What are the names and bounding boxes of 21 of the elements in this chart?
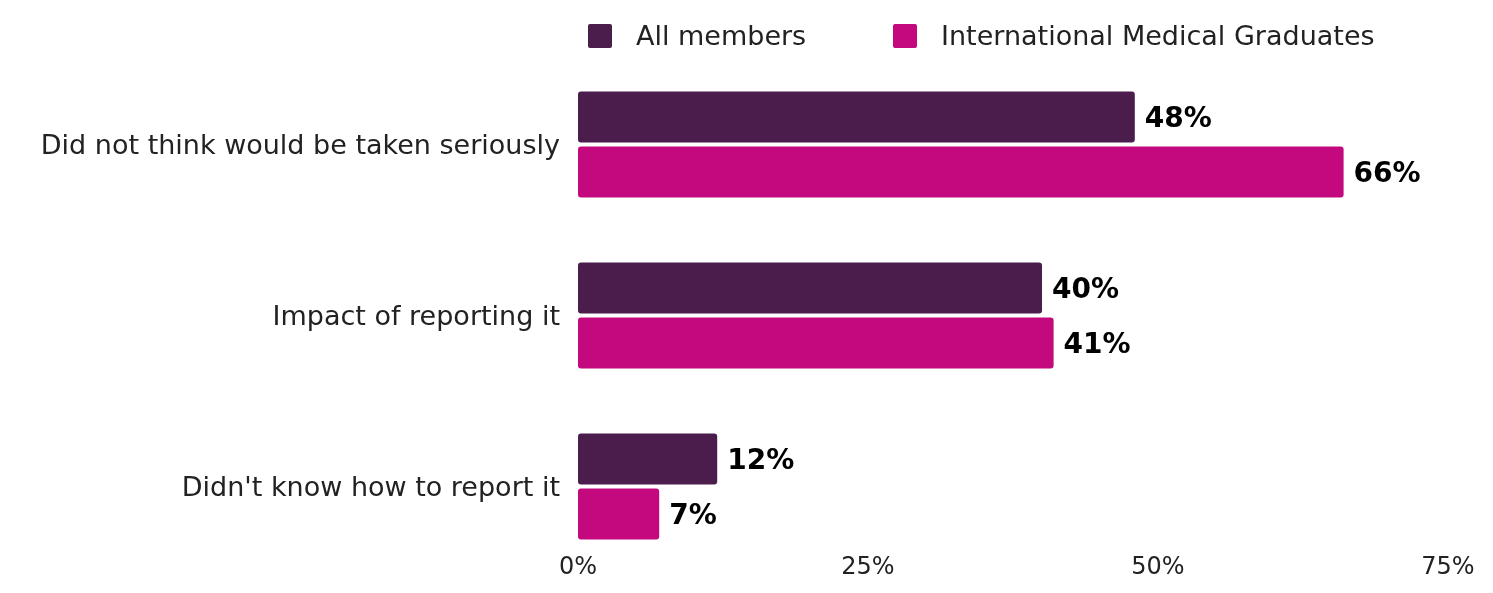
bar xyxy=(578,317,1054,369)
text: 40% xyxy=(1052,271,1120,305)
x-tick-label: 75% xyxy=(1421,552,1475,580)
bar xyxy=(578,146,1344,198)
x-tick-label: 50% xyxy=(1131,552,1185,580)
y-tick-label: Did not think would be taken seriously xyxy=(40,128,561,160)
y-tick-label: Impact of reporting it xyxy=(272,299,560,331)
text: 48% xyxy=(1144,100,1212,134)
legend-label: All members xyxy=(636,20,807,52)
text: 41% xyxy=(1063,326,1131,360)
text: 12% xyxy=(727,442,795,476)
x-tick-label: 0% xyxy=(558,552,598,580)
bar xyxy=(578,488,660,540)
bar xyxy=(578,91,1135,143)
text: 66% xyxy=(1353,155,1421,189)
text: 7% xyxy=(669,497,717,531)
y-tick-label: Didn't know how to report it xyxy=(181,470,560,502)
bar xyxy=(578,433,718,485)
bar xyxy=(578,262,1042,314)
x-tick-label: 25% xyxy=(841,552,895,580)
legend-label: International Medical Graduates xyxy=(941,20,1375,52)
